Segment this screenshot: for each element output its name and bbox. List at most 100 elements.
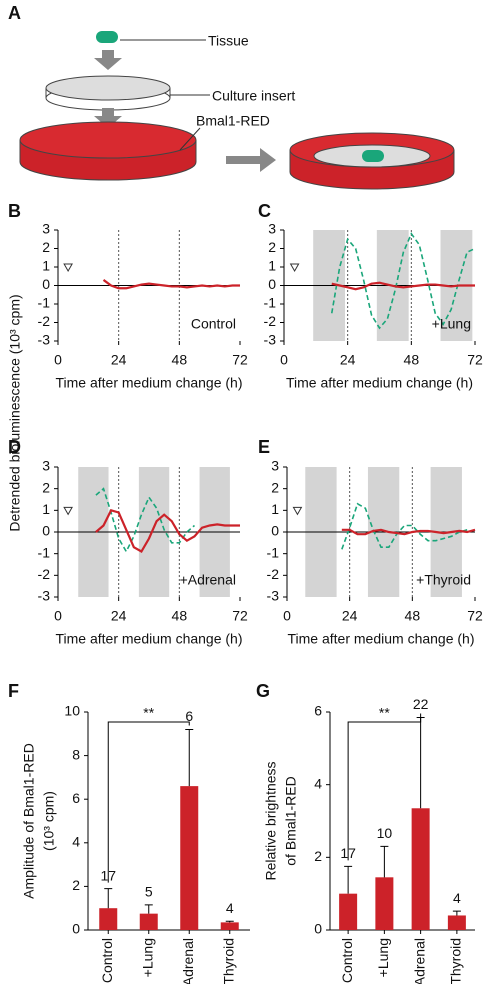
tissue-icon [362, 150, 384, 162]
insert-top [45, 75, 171, 101]
x-tick-label: 0 [54, 608, 62, 624]
y-tick-label: 2 [271, 479, 279, 495]
series-line [95, 509, 240, 553]
error-bar [380, 845, 389, 878]
tissue-label: Tissue [208, 33, 249, 49]
y-tick-label: -1 [38, 544, 51, 560]
panel-letter: D [8, 437, 21, 457]
y-tick-label: -3 [38, 588, 51, 604]
panel-letter: C [258, 201, 271, 221]
significance-label: ** [143, 705, 154, 721]
x-tick-label: 24 [342, 608, 358, 624]
bar [139, 913, 158, 930]
y-axis-label: Relative brightness [263, 761, 279, 880]
x-tick-label: 72 [232, 608, 248, 624]
y-tick-label: 10 [64, 703, 80, 719]
y-tick-label: 0 [72, 921, 80, 937]
y-tick-label: 3 [42, 458, 50, 474]
arrow [226, 148, 276, 172]
y-axis-label: of Bmal1-RED [283, 776, 299, 865]
y-tick-label: -2 [38, 566, 51, 582]
leader-line [179, 127, 201, 151]
series-line [331, 281, 475, 291]
y-tick-label: 3 [268, 221, 276, 237]
significance-bracket [347, 713, 422, 861]
panel-letter: F [8, 681, 19, 701]
y-tick-label: -1 [267, 544, 280, 560]
bar [339, 893, 358, 930]
bar [180, 786, 199, 930]
x-tick-label: 48 [404, 352, 420, 368]
x-tick-label: 72 [467, 608, 483, 624]
x-tick-label: 24 [340, 352, 356, 368]
bar [375, 877, 394, 930]
x-tick-label: +Lung [139, 938, 155, 977]
y-tick-label: 2 [42, 479, 50, 495]
panel-letter: E [258, 437, 270, 457]
panel-letter: B [8, 201, 21, 221]
series-line [102, 279, 240, 290]
error-bar [225, 920, 234, 923]
y-tick-label: -2 [264, 313, 277, 329]
y-tick-label: 1 [42, 258, 50, 274]
error-bar [452, 910, 461, 916]
x-tick-label: 72 [467, 352, 483, 368]
y-tick-label: -1 [38, 295, 51, 311]
shared-y-label: Detrended bioluminescence (10³ cpm) [7, 294, 23, 531]
x-axis-label: Time after medium change (h) [56, 631, 243, 647]
y-tick-label: 0 [42, 276, 50, 292]
y-tick-label: 4 [72, 834, 80, 850]
y-tick-label: 2 [314, 848, 322, 864]
x-tick-label: 0 [283, 608, 291, 624]
y-tick-label: 4 [314, 775, 322, 791]
y-tick-label: 2 [268, 239, 276, 255]
x-tick-label: +Adrenal [180, 938, 196, 984]
error-bar [104, 888, 113, 909]
arrow [94, 108, 122, 128]
series-line [330, 232, 476, 330]
y-tick-label: -1 [264, 295, 277, 311]
x-tick-label: 48 [172, 608, 188, 624]
y-tick-label: 1 [268, 258, 276, 274]
significance-bracket [107, 721, 190, 883]
error-bar [185, 728, 194, 787]
panel-letter: A [8, 3, 21, 23]
y-tick-label: 8 [72, 746, 80, 762]
y-tick-label: -3 [264, 332, 277, 348]
y-tick-label: 0 [268, 276, 276, 292]
n-label: 5 [145, 884, 153, 900]
x-tick-label: +Thyroid [448, 938, 464, 984]
y-tick-label: 1 [42, 501, 50, 517]
y-tick-label: 2 [72, 877, 80, 893]
bar [220, 922, 239, 930]
dish-top [19, 121, 197, 159]
bar [99, 908, 118, 930]
bar [411, 808, 430, 930]
series-line [341, 528, 476, 536]
n-label: 10 [377, 825, 393, 841]
medium-change-marker [63, 506, 73, 516]
x-tick-label: +Adrenal [411, 938, 427, 984]
x-tick-label: 72 [232, 352, 248, 368]
y-tick-label: -2 [38, 313, 51, 329]
x-axis-label: Time after medium change (h) [56, 375, 243, 391]
condition-label: +Thyroid [416, 572, 471, 588]
error-bar [344, 865, 353, 894]
y-tick-label: 0 [271, 523, 279, 539]
x-tick-label: 0 [54, 352, 62, 368]
y-tick-label: 6 [72, 790, 80, 806]
condition-label: Control [191, 316, 236, 332]
x-tick-label: +Thyroid [220, 938, 236, 984]
y-tick-label: 3 [42, 221, 50, 237]
x-axis-label: Time after medium change (h) [286, 375, 473, 391]
significance-label: ** [379, 705, 390, 721]
y-axis-label: Amplitude of Bmal1-RED [21, 743, 37, 899]
error-bar [416, 716, 425, 809]
n-label: 4 [453, 890, 461, 906]
medium-change-marker [63, 263, 73, 273]
n-label: 6 [185, 708, 193, 724]
y-axis-label: (10³ cpm) [41, 791, 57, 851]
y-tick-label: 3 [271, 458, 279, 474]
arrow [94, 50, 122, 70]
x-tick-label: 24 [111, 608, 127, 624]
